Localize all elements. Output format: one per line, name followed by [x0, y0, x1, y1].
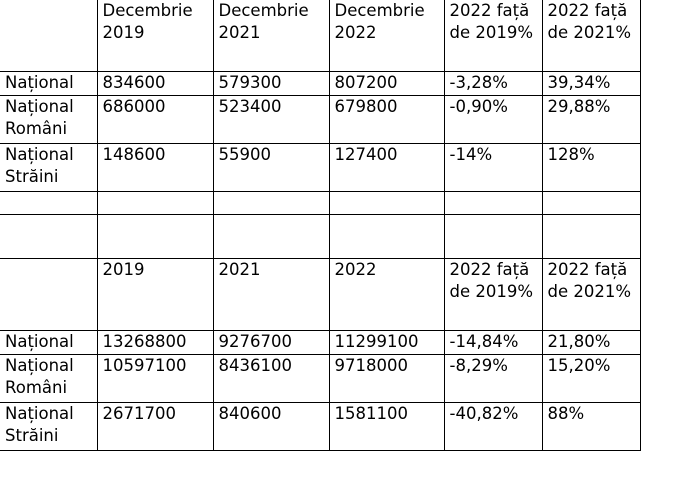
blank-cell [0, 191, 98, 215]
header-cell-empty [0, 0, 98, 72]
cell-value: 148600 [96, 143, 214, 192]
header-cell-december-2021: Decembrie 2021 [212, 0, 330, 72]
header-row-annual: 2019 2021 2022 2022 față de 2019% 2022 f… [0, 258, 641, 331]
row-label-national-straini: Național Străini [0, 143, 98, 192]
blank-cell [541, 191, 641, 215]
row-label-national-straini: Național Străini [0, 402, 98, 451]
cell-percent: 128% [541, 143, 641, 192]
cell-percent: 21,80% [541, 330, 641, 355]
blank-row [0, 191, 641, 215]
blank-cell [328, 214, 445, 259]
cell-value: 1581100 [328, 402, 445, 451]
cell-value: 13268800 [96, 330, 214, 355]
cell-percent: 15,20% [541, 354, 641, 403]
cell-value: 10597100 [96, 354, 214, 403]
cell-value: 523400 [212, 95, 330, 144]
header-cell-december-2019: Decembrie 2019 [96, 0, 214, 72]
blank-cell [541, 214, 641, 259]
cell-value: 579300 [212, 71, 330, 96]
cell-value: 686000 [96, 95, 214, 144]
cell-value: 11299100 [328, 330, 445, 355]
cell-value: 2671700 [96, 402, 214, 451]
table-row: Național Străini 2671700 840600 1581100 … [0, 402, 641, 451]
row-label-national: Național [0, 71, 98, 96]
statistics-table: Decembrie 2019 Decembrie 2021 Decembrie … [0, 0, 641, 451]
blank-cell [443, 191, 543, 215]
cell-percent: -14,84% [443, 330, 543, 355]
cell-value: 55900 [212, 143, 330, 192]
row-label-national: Național [0, 330, 98, 355]
header-cell-2019: 2019 [96, 258, 214, 331]
cell-value: 9276700 [212, 330, 330, 355]
blank-cell [96, 214, 214, 259]
blank-cell [443, 214, 543, 259]
cell-value: 807200 [328, 71, 445, 96]
table-row: Național Români 10597100 8436100 9718000… [0, 354, 641, 403]
cell-percent: -3,28% [443, 71, 543, 96]
cell-value: 679800 [328, 95, 445, 144]
header-cell-empty [0, 258, 98, 331]
cell-percent: -40,82% [443, 402, 543, 451]
cell-value: 8436100 [212, 354, 330, 403]
header-cell-change-vs-2021: 2022 față de 2021% [541, 0, 641, 72]
header-cell-change-vs-2019: 2022 față de 2019% [443, 258, 543, 331]
row-label-national-romani: Național Români [0, 354, 98, 403]
header-cell-2021: 2021 [212, 258, 330, 331]
header-cell-2022: 2022 [328, 258, 445, 331]
header-cell-change-vs-2021: 2022 față de 2021% [541, 258, 641, 331]
cell-value: 9718000 [328, 354, 445, 403]
header-row-december: Decembrie 2019 Decembrie 2021 Decembrie … [0, 0, 641, 72]
cell-value: 840600 [212, 402, 330, 451]
cell-percent: -14% [443, 143, 543, 192]
cell-value: 127400 [328, 143, 445, 192]
cell-percent: 88% [541, 402, 641, 451]
cell-value: 834600 [96, 71, 214, 96]
header-cell-change-vs-2019: 2022 față de 2019% [443, 0, 543, 72]
cell-percent: -8,29% [443, 354, 543, 403]
table-row: Național 834600 579300 807200 -3,28% 39,… [0, 71, 641, 96]
table-row: Național 13268800 9276700 11299100 -14,8… [0, 330, 641, 355]
cell-percent: -0,90% [443, 95, 543, 144]
cell-percent: 29,88% [541, 95, 641, 144]
blank-row [0, 214, 641, 259]
header-cell-december-2022: Decembrie 2022 [328, 0, 445, 72]
blank-cell [212, 191, 330, 215]
row-label-national-romani: Național Români [0, 95, 98, 144]
table-row: Național Străini 148600 55900 127400 -14… [0, 143, 641, 192]
blank-cell [328, 191, 445, 215]
blank-cell [212, 214, 330, 259]
blank-cell [96, 191, 214, 215]
blank-cell [0, 214, 98, 259]
cell-percent: 39,34% [541, 71, 641, 96]
table-row: Național Români 686000 523400 679800 -0,… [0, 95, 641, 144]
